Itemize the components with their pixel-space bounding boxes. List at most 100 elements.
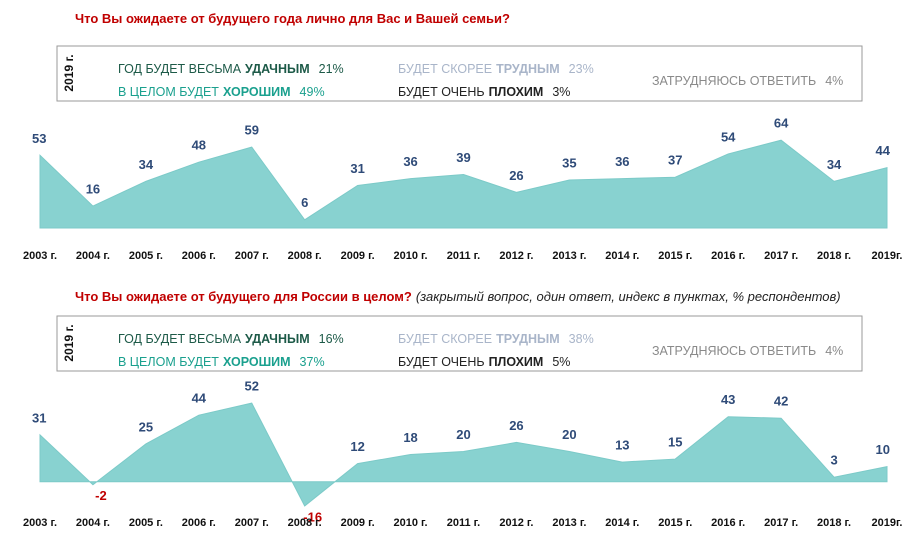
legend-item: БУДЕТ ОЧЕНЬ ПЛОХИМ 5% <box>398 355 570 369</box>
legend-text: ЗАТРУДНЯЮСЬ ОТВЕТИТЬ <box>652 74 816 88</box>
legend-item: ГОД БУДЕТ ВЕСЬМА УДАЧНЫМ 21% <box>118 62 344 76</box>
legend-value: 5% <box>552 355 570 369</box>
value-label: 16 <box>86 181 100 196</box>
x-tick-label: 2009 г. <box>341 517 375 529</box>
legend-value: 37% <box>300 355 325 369</box>
x-tick-label: 2005 г. <box>129 517 163 529</box>
value-label: 15 <box>668 435 682 450</box>
x-tick-label: 2018 г. <box>817 250 851 262</box>
area <box>39 402 888 507</box>
subtitle: (закрытый вопрос, один ответ, индекс в п… <box>416 289 841 304</box>
x-tick-label: 2017 г. <box>764 517 798 529</box>
chart-title: Что Вы ожидаете от будущего года лично д… <box>75 11 510 26</box>
value-label: 6 <box>301 195 308 210</box>
legend-value: 16% <box>319 332 344 346</box>
legend-emphasis: ХОРОШИМ <box>223 355 291 369</box>
value-label: 59 <box>245 123 259 138</box>
legend-emphasis: ПЛОХИМ <box>489 355 544 369</box>
legend-emphasis: ТРУДНЫМ <box>496 62 560 76</box>
x-tick-label: 2003 г. <box>23 250 57 262</box>
legend-title: 2019 г. <box>62 54 76 91</box>
x-tick-label: 2006 г. <box>182 517 216 529</box>
value-label: -2 <box>95 488 107 503</box>
x-tick-label: 2016 г. <box>711 517 745 529</box>
value-label: 25 <box>139 419 153 434</box>
legend-item: БУДЕТ СКОРЕЕ ТРУДНЫМ 23% <box>398 62 594 76</box>
legend-item: БУДЕТ СКОРЕЕ ТРУДНЫМ 38% <box>398 332 594 346</box>
value-label: 20 <box>456 427 470 442</box>
legend-text: ГОД БУДЕТ ВЕСЬМА <box>118 62 242 76</box>
legend-text: В ЦЕЛОМ БУДЕТ <box>118 85 219 99</box>
legend-emphasis: УДАЧНЫМ <box>245 332 310 346</box>
legend-item: БУДЕТ ОЧЕНЬ ПЛОХИМ 3% <box>398 85 570 99</box>
value-label: 26 <box>509 418 523 433</box>
value-label: 44 <box>876 143 891 158</box>
value-label: 26 <box>509 168 523 183</box>
legend-value: 49% <box>300 85 325 99</box>
legend-value: 38% <box>569 332 594 346</box>
title-text: Что Вы ожидаете от будущего для России в… <box>75 289 412 304</box>
legend-box <box>56 45 863 102</box>
value-label: 34 <box>139 157 154 172</box>
x-tick-label: 2003 г. <box>23 517 57 529</box>
x-tick-label: 2017 г. <box>764 250 798 262</box>
legend-item: В ЦЕЛОМ БУДЕТ ХОРОШИМ 37% <box>118 355 325 369</box>
x-tick-label: 2014 г. <box>605 250 639 262</box>
value-label: 3 <box>830 453 837 468</box>
x-tick-label: 2010 г. <box>394 517 428 529</box>
value-label: 13 <box>615 438 629 453</box>
value-label: 36 <box>403 154 417 169</box>
title-text: Что Вы ожидаете от будущего года лично д… <box>75 11 510 26</box>
legend-text: ЗАТРУДНЯЮСЬ ОТВЕТИТЬ <box>652 344 816 358</box>
x-tick-label: 2013 г. <box>552 517 586 529</box>
x-tick-label: 2014 г. <box>605 517 639 529</box>
value-label: 39 <box>456 150 470 165</box>
x-tick-label: 2008 г. <box>288 517 322 529</box>
x-tick-label: 2007 г. <box>235 517 269 529</box>
chart-title: Что Вы ожидаете от будущего для России в… <box>75 289 841 304</box>
legend-emphasis: УДАЧНЫМ <box>245 62 310 76</box>
legend-item: ЗАТРУДНЯЮСЬ ОТВЕТИТЬ 4% <box>652 344 843 358</box>
legend-text: В ЦЕЛОМ БУДЕТ <box>118 355 219 369</box>
value-label: 36 <box>615 154 629 169</box>
legend-item: ЗАТРУДНЯЮСЬ ОТВЕТИТЬ 4% <box>652 74 843 88</box>
x-tick-label: 2015 г. <box>658 517 692 529</box>
x-tick-label: 2008 г. <box>288 250 322 262</box>
value-label: 43 <box>721 392 735 407</box>
legend-emphasis: ТРУДНЫМ <box>496 332 560 346</box>
value-label: 53 <box>32 131 46 146</box>
x-tick-label: 2012 г. <box>499 517 533 529</box>
legend-value: 4% <box>825 74 843 88</box>
x-tick-label: 2013 г. <box>552 250 586 262</box>
legend-text: БУДЕТ ОЧЕНЬ <box>398 85 485 99</box>
x-tick-label: 2005 г. <box>129 250 163 262</box>
value-label: 18 <box>403 430 417 445</box>
legend-box <box>56 315 863 372</box>
x-tick-label: 2007 г. <box>235 250 269 262</box>
value-label: 35 <box>562 155 576 170</box>
value-label: 10 <box>876 442 890 457</box>
x-tick-label: 2019г. <box>871 517 902 529</box>
value-label: 48 <box>192 138 206 153</box>
legend-value: 3% <box>552 85 570 99</box>
x-tick-label: 2015 г. <box>658 250 692 262</box>
value-label: 54 <box>721 129 736 144</box>
legend-text: БУДЕТ СКОРЕЕ <box>398 62 492 76</box>
area <box>39 139 888 229</box>
value-label: 12 <box>350 439 364 454</box>
legend-emphasis: ХОРОШИМ <box>223 85 291 99</box>
x-tick-label: 2011 г. <box>447 250 480 262</box>
legend-text: ГОД БУДЕТ ВЕСЬМА <box>118 332 242 346</box>
x-tick-label: 2011 г. <box>447 517 480 529</box>
x-tick-label: 2016 г. <box>711 250 745 262</box>
value-label: 42 <box>774 394 788 409</box>
value-label: 64 <box>774 116 789 131</box>
value-label: 20 <box>562 427 576 442</box>
x-tick-label: 2004 г. <box>76 517 110 529</box>
x-tick-label: 2009 г. <box>341 250 375 262</box>
legend-text: БУДЕТ ОЧЕНЬ <box>398 355 485 369</box>
value-label: 52 <box>245 379 259 394</box>
value-label: 31 <box>32 410 46 425</box>
